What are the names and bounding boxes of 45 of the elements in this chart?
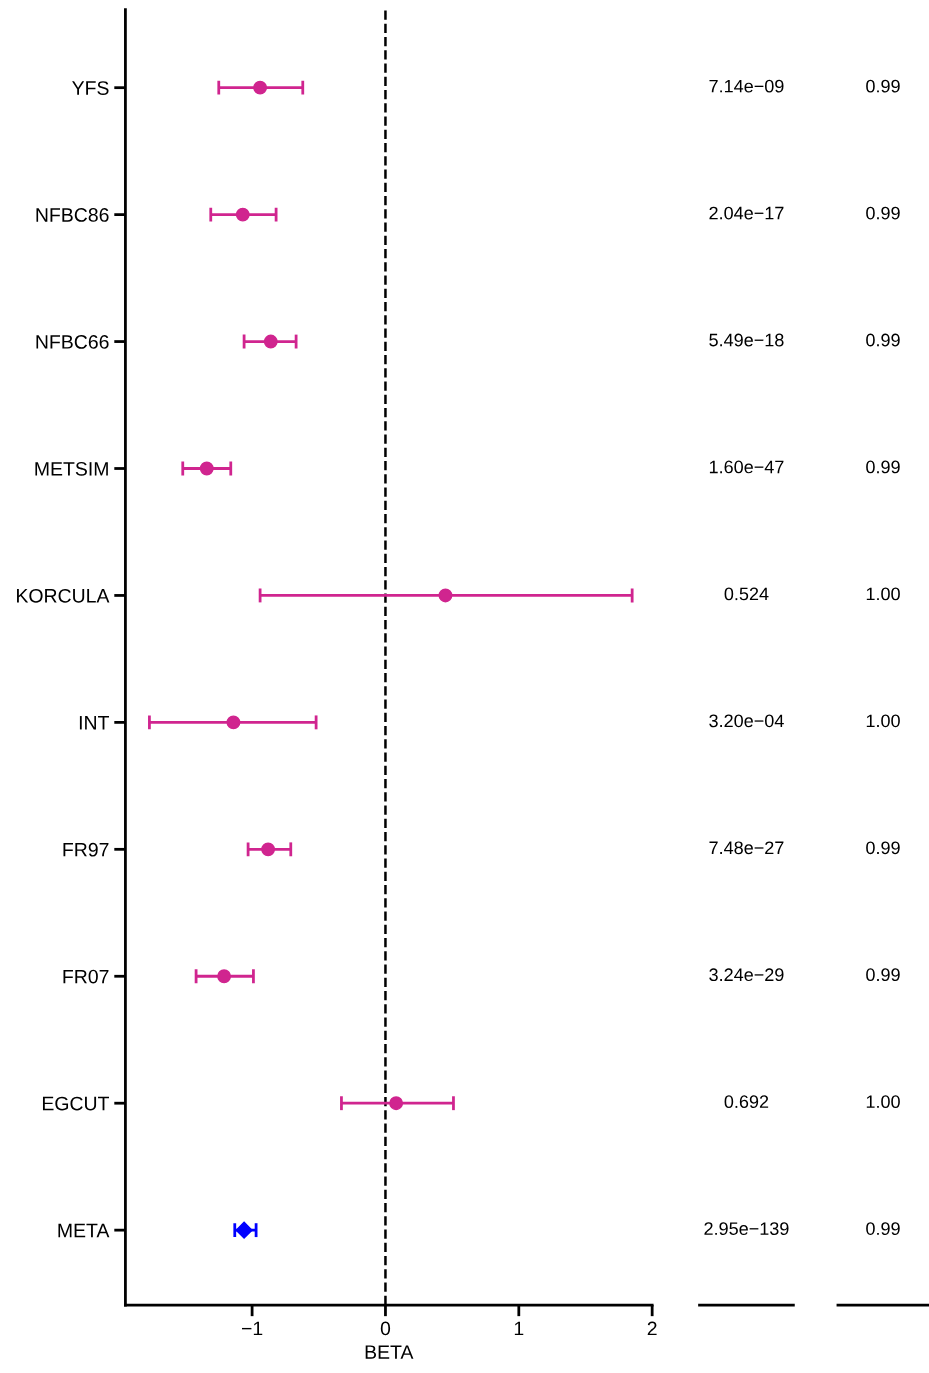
x-axis-title: BETA (365, 1345, 414, 1359)
text: 7.48e−27 (709, 841, 784, 855)
text: 0.99 (866, 1222, 900, 1235)
point (261, 842, 276, 857)
text: 0.99 (866, 968, 900, 982)
point (263, 334, 278, 349)
text: 0.524 (724, 587, 769, 601)
text: 1.00 (866, 1095, 900, 1109)
text: 2.04e−17 (709, 206, 784, 220)
point (235, 1221, 253, 1239)
text: 1.60e−47 (709, 460, 784, 474)
text: 2.95e−139 (704, 1222, 789, 1235)
x-tick-label: 1 (514, 1321, 524, 1336)
y-tick-label: FR07 (63, 969, 109, 984)
text: 0.99 (866, 460, 900, 474)
y-tick-label: NFBC66 (36, 335, 109, 349)
point (199, 461, 214, 476)
text: 0.99 (866, 206, 900, 220)
x-tick-label: 0 (380, 1321, 391, 1336)
x-tick-label: −1 (241, 1321, 263, 1336)
point (438, 588, 453, 603)
y-tick-label: FR97 (63, 842, 109, 857)
y-tick-label: KORCULA (17, 588, 110, 603)
x-tick-label: 2 (647, 1321, 657, 1336)
text: 7.14e−09 (709, 79, 784, 93)
text: 0.99 (866, 333, 900, 347)
point (253, 80, 268, 95)
text: 3.20e−04 (709, 714, 784, 728)
text: 0.692 (724, 1095, 769, 1109)
text: 1.00 (866, 714, 900, 728)
y-tick-label: EGCUT (42, 1096, 109, 1111)
point (217, 969, 232, 984)
y-tick-label: META (58, 1223, 110, 1238)
y-tick-label: YFS (72, 81, 109, 95)
text: 0.99 (866, 841, 900, 855)
y-tick-label: INT (79, 716, 109, 730)
point (226, 715, 241, 730)
text: 3.24e−29 (709, 968, 784, 982)
text: 1.00 (866, 587, 900, 601)
y-tick-label: NFBC86 (36, 208, 109, 222)
point (389, 1096, 404, 1111)
y-tick-label: METSIM (35, 461, 108, 476)
text: 0.99 (866, 79, 900, 93)
text: 5.49e−18 (709, 333, 784, 347)
point (235, 207, 250, 222)
